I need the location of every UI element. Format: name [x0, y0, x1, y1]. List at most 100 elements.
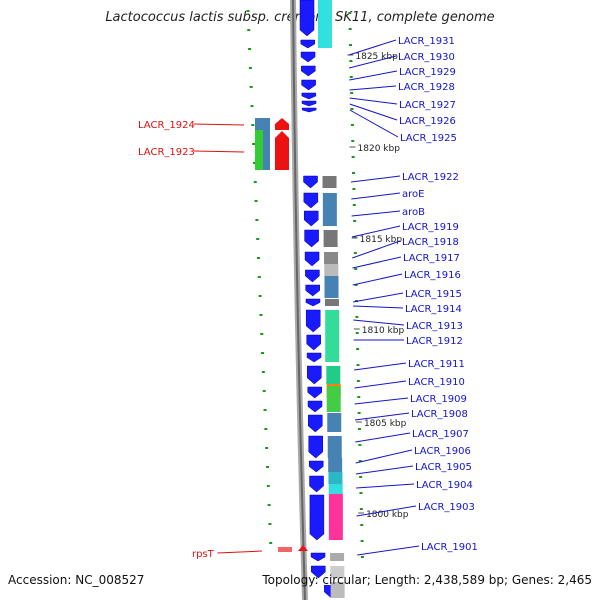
outer-ring-dash [252, 162, 256, 164]
gene-label: LACR_1901 [421, 542, 478, 553]
label-leader-line [352, 256, 402, 269]
feature-block [263, 130, 270, 170]
gene-label: LACR_1925 [400, 133, 457, 144]
tick-ring-dash [350, 124, 354, 126]
gene-label: LACR_1931 [398, 36, 455, 47]
coordinate-label: 1820 kbp [358, 144, 401, 154]
outer-ring-dash [252, 143, 256, 145]
tick-ring-dash [355, 332, 359, 334]
forward-gene-arrow [303, 210, 319, 227]
feature-block [328, 472, 343, 484]
coordinate-label: 1800 kbp [366, 510, 409, 520]
label-leader-line [353, 319, 405, 326]
forward-gene-arrow [304, 251, 320, 267]
gene-label: LACR_1907 [412, 429, 469, 440]
feature-block [327, 413, 342, 432]
forward-gene-arrow [309, 475, 324, 493]
gene-label: LACR_1912 [406, 336, 463, 347]
outer-ring-dash [248, 48, 252, 50]
coordinate-label: 1815 kbp [360, 235, 403, 245]
label-leader-line [356, 483, 415, 489]
forward-gene-arrow [307, 365, 322, 385]
feature-block [324, 276, 339, 298]
gene-label: LACR_1905 [415, 462, 472, 473]
label-leader-line [352, 273, 403, 286]
outer-ring-dash [257, 276, 261, 278]
forward-gene-arrow [308, 435, 323, 459]
tick-ring-dash [356, 364, 360, 366]
outer-ring-dash [262, 390, 266, 392]
forward-gene-arrow [301, 79, 316, 91]
tick-ring-dash [349, 76, 353, 78]
feature-block [325, 310, 340, 362]
label-leader-line [355, 465, 414, 475]
label-leader-line [349, 97, 398, 105]
forward-gene-arrow [309, 494, 325, 541]
reverse-gene-arrow [275, 131, 289, 170]
label-leader-line [349, 70, 398, 81]
label-leader-line [351, 210, 401, 217]
forward-gene-arrow [305, 309, 321, 333]
tick-ring-dash [356, 380, 360, 382]
outer-ring-dash [256, 238, 260, 240]
feature-block [278, 547, 292, 552]
reverse-gene-arrow [275, 118, 289, 130]
feature-block [326, 366, 341, 384]
forward-gene-arrow [300, 39, 316, 49]
gene-label: LACR_1927 [399, 100, 456, 111]
outer-ring-dash [268, 523, 272, 525]
tick-ring-dash [348, 12, 352, 14]
label-leader-line [351, 192, 401, 200]
feature-block [255, 130, 263, 170]
outer-ring-dash [255, 219, 259, 221]
tick-ring-dash [350, 92, 354, 94]
outer-ring-dash [250, 105, 254, 107]
tick-ring-dash [349, 60, 353, 62]
tick-ring-dash [353, 252, 357, 254]
label-leader-line [193, 123, 245, 126]
tick-ring-dash [355, 316, 359, 318]
feature-block [322, 176, 337, 188]
tick-ring-dash [360, 540, 364, 542]
label-leader-line [352, 292, 404, 303]
gene-label: LACR_1923 [138, 147, 195, 158]
coordinate-label: 1805 kbp [364, 419, 407, 429]
forward-gene-arrow [305, 284, 320, 297]
tick-ring-dash [350, 108, 354, 110]
tick-ring-dash [360, 524, 364, 526]
outer-ring-dash [263, 409, 267, 411]
forward-gene-arrow [306, 352, 322, 363]
label-leader-line [349, 103, 398, 121]
forward-gene-arrow [303, 192, 319, 209]
outer-ring-dash [260, 333, 264, 335]
tick-ring-dash [354, 284, 358, 286]
gene-label: LACR_1908 [411, 409, 468, 420]
gene-label: LACR_1914 [405, 304, 462, 315]
label-leader-line [356, 505, 417, 517]
label-leader-line [355, 432, 411, 443]
outer-ring-dash [261, 352, 265, 354]
outer-ring-dash [248, 67, 252, 69]
gene-label: aroE [402, 189, 424, 200]
outer-ring-dash [251, 124, 255, 126]
tick-ring-dash [352, 172, 356, 174]
forward-gene-arrow [299, 0, 315, 37]
feature-block [327, 436, 342, 458]
forward-gene-arrow [301, 100, 317, 107]
outer-ring-dash [269, 542, 273, 544]
gene-label: LACR_1909 [410, 394, 467, 405]
label-leader-line [351, 225, 401, 238]
label-leader-line [193, 150, 245, 153]
forward-gene-arrow [301, 107, 317, 113]
outer-ring-dash [257, 257, 261, 259]
feature-block [328, 458, 343, 472]
forward-gene-arrow [305, 298, 321, 307]
outer-ring-dash [253, 181, 257, 183]
tick-ring-dash [353, 236, 357, 238]
label-leader-line [357, 545, 420, 556]
label-leader-line [349, 55, 397, 69]
feature-block [328, 494, 343, 540]
outer-ring-dash [265, 466, 269, 468]
coordinate-label: 1810 kbp [362, 326, 405, 336]
